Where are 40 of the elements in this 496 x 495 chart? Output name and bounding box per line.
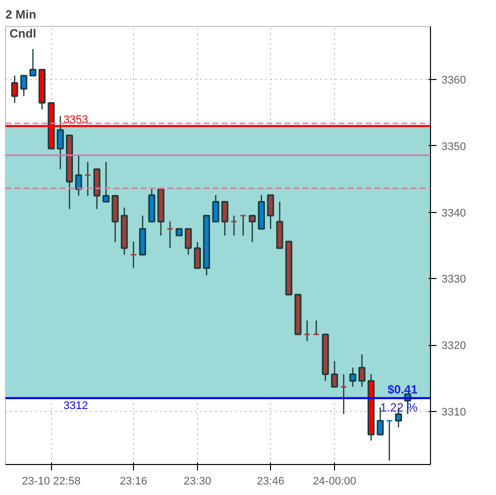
y-tick-label: 3310	[442, 406, 466, 418]
annotation: $0.41	[387, 382, 418, 396]
ref-line-label: 3353	[64, 114, 88, 126]
candlestick	[75, 154, 82, 196]
candlestick	[349, 367, 356, 388]
x-tick-label: 23:30	[184, 476, 212, 488]
y-tick-label: 3360	[442, 74, 466, 87]
x-tick-label: 24-00:00	[312, 476, 356, 488]
candlestick	[194, 242, 201, 269]
y-tick-label: 3330	[442, 274, 466, 286]
y-tick-label: 3350	[442, 140, 466, 153]
x-tick-label: 23-10 22:58	[22, 476, 81, 488]
ref-line-label: 3312	[64, 400, 88, 412]
annotation: Cndl	[10, 26, 36, 40]
candlestick	[20, 74, 28, 97]
candlestick	[248, 214, 256, 243]
candlestick	[166, 221, 174, 249]
candlestick	[130, 240, 137, 269]
candlestick	[304, 320, 311, 342]
candlestick	[230, 215, 238, 236]
candlestick	[84, 161, 92, 196]
x-tick-label: 23:46	[256, 476, 284, 488]
x-tick-label: 23:16	[120, 476, 148, 488]
candlestick	[29, 48, 36, 76]
y-tick-label: 3320	[442, 340, 466, 352]
candlestick	[11, 75, 18, 104]
candlestick	[184, 228, 192, 256]
candlestick	[340, 374, 348, 415]
chart-title: 2 Min	[6, 8, 36, 22]
candlestick	[312, 320, 320, 336]
candlestick	[267, 194, 274, 230]
candlestick	[331, 360, 338, 388]
candlestick	[221, 200, 228, 236]
candlestick	[56, 115, 64, 170]
y-tick-label: 3340	[442, 207, 466, 220]
candlestick	[240, 214, 247, 236]
candlestick	[102, 161, 110, 202]
candlestick	[386, 420, 393, 462]
candlestick	[212, 194, 220, 222]
candlestick	[358, 354, 366, 388]
